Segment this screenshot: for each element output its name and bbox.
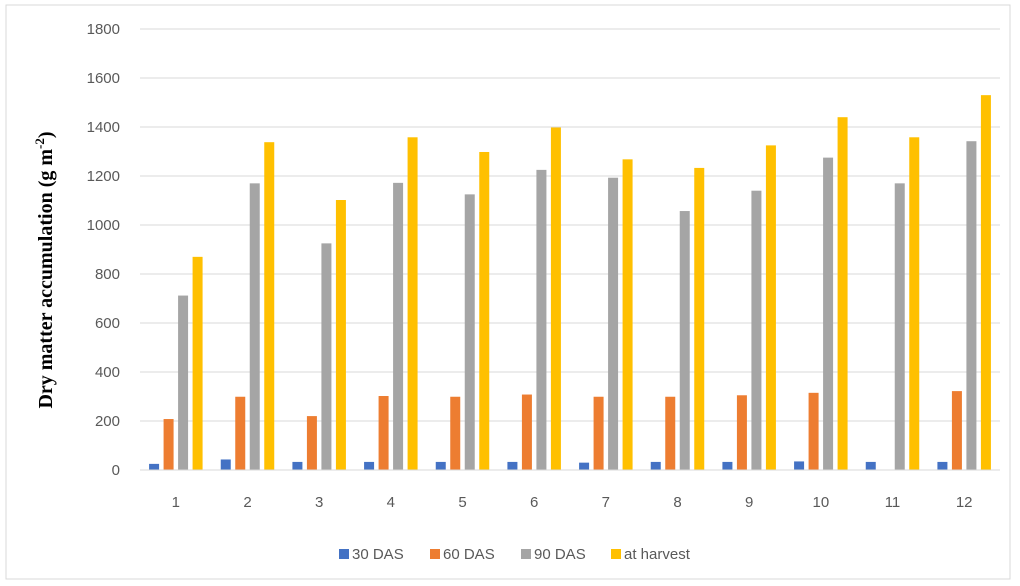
bar <box>249 183 260 470</box>
bar <box>823 157 834 470</box>
x-tick-label: 12 <box>956 494 973 511</box>
bar <box>608 177 619 470</box>
y-tick-label: 1600 <box>87 70 120 87</box>
bar <box>163 419 174 470</box>
y-tick-label: 1800 <box>87 21 120 38</box>
bar <box>650 461 661 470</box>
bar <box>235 396 246 470</box>
bar <box>321 243 332 470</box>
bar <box>980 95 991 471</box>
chart-border <box>5 4 1011 580</box>
bar <box>536 169 547 470</box>
x-tick-label: 1 <box>172 494 180 511</box>
bar <box>622 159 633 470</box>
bar <box>966 141 977 470</box>
bar <box>178 295 189 470</box>
bar <box>679 211 690 470</box>
y-tick-label: 200 <box>95 413 120 430</box>
legend-label: 30 DAS <box>352 546 404 563</box>
y-tick-label: 600 <box>95 315 120 332</box>
x-tick-label: 2 <box>243 494 251 511</box>
bar <box>765 145 776 470</box>
bar <box>808 392 819 470</box>
legend: 30 DAS 60 DAS 90 DAS at harvest <box>339 546 691 563</box>
x-tick-label: 10 <box>812 494 829 511</box>
legend-swatch <box>611 549 621 559</box>
bar <box>722 461 733 470</box>
bar <box>550 127 561 471</box>
bar <box>335 200 346 470</box>
bar <box>593 396 604 470</box>
bar <box>393 182 404 471</box>
y-tick-label: 1000 <box>87 217 120 234</box>
legend-label: 90 DAS <box>534 546 586 563</box>
bars <box>149 95 991 471</box>
x-tick-label: 3 <box>315 494 323 511</box>
bar <box>894 183 905 470</box>
legend-swatch <box>430 549 440 559</box>
bar <box>407 137 418 471</box>
y-tick-label: 400 <box>95 364 120 381</box>
bar <box>264 142 275 470</box>
bar <box>579 462 590 470</box>
bar <box>192 256 203 470</box>
legend-swatch <box>339 549 349 559</box>
bar <box>837 117 848 470</box>
y-tick-label: 0 <box>112 462 120 479</box>
bar <box>521 394 532 470</box>
bar <box>507 461 518 470</box>
bar <box>951 391 962 470</box>
gridlines <box>140 28 1000 422</box>
bar <box>364 461 375 470</box>
bar <box>909 137 920 471</box>
y-tick-labels: 0 200 400 600 800 1000 1200 1400 1600 1800 <box>87 21 120 479</box>
bar <box>220 459 231 470</box>
x-tick-label: 7 <box>602 494 610 511</box>
x-tick-label: 4 <box>387 494 395 511</box>
bar <box>378 396 389 470</box>
x-tick-label: 9 <box>745 494 753 511</box>
bar <box>751 190 762 470</box>
bar <box>665 396 676 470</box>
bar <box>865 461 876 470</box>
x-tick-label: 5 <box>458 494 466 511</box>
bar <box>794 461 805 470</box>
x-tick-label: 6 <box>530 494 538 511</box>
x-tick-label: 8 <box>673 494 681 511</box>
bar <box>149 463 160 470</box>
bar <box>292 461 303 470</box>
bar <box>694 167 705 471</box>
bar <box>435 461 446 470</box>
bar <box>736 395 747 470</box>
bar <box>479 151 490 471</box>
bar <box>306 416 317 470</box>
legend-label: 60 DAS <box>443 546 495 563</box>
y-axis-label: Dry matter accumulation (g m-2) <box>32 131 57 408</box>
bar <box>464 194 475 470</box>
bar <box>450 396 461 470</box>
x-tick-labels: 1 2 3 4 5 6 7 8 9 10 11 12 <box>172 494 973 511</box>
y-tick-label: 800 <box>95 266 120 283</box>
y-tick-label: 1200 <box>87 168 120 185</box>
bar <box>937 461 948 470</box>
legend-swatch <box>521 549 531 559</box>
legend-label: at harvest <box>624 546 691 563</box>
y-tick-label: 1400 <box>87 119 120 136</box>
x-tick-label: 11 <box>885 494 901 511</box>
